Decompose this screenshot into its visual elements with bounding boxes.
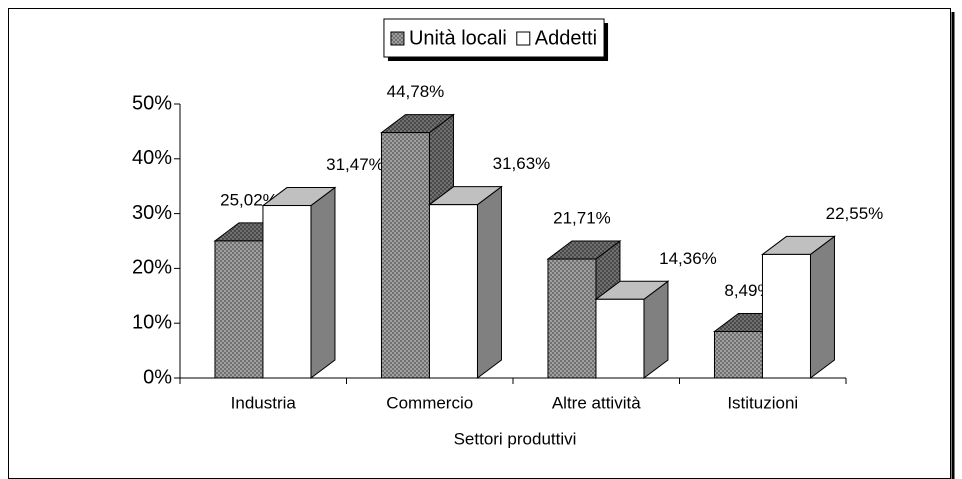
x-tick-label: Istituzioni xyxy=(727,393,798,412)
bar xyxy=(761,253,811,379)
x-tick-label: Altre attività xyxy=(552,393,641,412)
bar xyxy=(595,298,645,379)
legend-swatch xyxy=(516,31,531,46)
bar xyxy=(262,205,312,379)
bar xyxy=(428,204,478,379)
data-label: 44,78% xyxy=(387,82,445,101)
x-axis-label: Settori produttivi xyxy=(454,429,577,448)
bar-side xyxy=(310,186,336,379)
data-label: 21,71% xyxy=(553,209,611,228)
data-label: 8,49% xyxy=(724,281,772,300)
bar-side xyxy=(476,185,502,379)
data-label: 31,63% xyxy=(493,154,551,173)
y-tick-label: 50% xyxy=(132,92,172,114)
legend-box xyxy=(383,18,605,58)
legend-label: Addetti xyxy=(535,27,597,49)
y-tick-label: 40% xyxy=(132,147,172,169)
data-label: 14,36% xyxy=(659,249,717,268)
y-tick-label: 30% xyxy=(132,202,172,224)
bar xyxy=(380,132,430,379)
data-label: 31,47% xyxy=(326,155,384,174)
bar xyxy=(713,330,763,379)
legend: Unità locali Addetti xyxy=(390,27,597,49)
y-tick-label: 20% xyxy=(132,257,172,279)
legend-swatch xyxy=(390,31,405,46)
x-tick-label: Commercio xyxy=(386,393,473,412)
bar xyxy=(214,240,264,379)
bar-side xyxy=(809,235,835,379)
data-label: 22,55% xyxy=(826,204,884,223)
y-tick-label: 0% xyxy=(143,366,172,388)
legend-label: Unità locali xyxy=(409,27,507,49)
x-tick-label: Industria xyxy=(231,393,297,412)
y-tick-label: 10% xyxy=(132,311,172,333)
bar xyxy=(547,258,597,379)
